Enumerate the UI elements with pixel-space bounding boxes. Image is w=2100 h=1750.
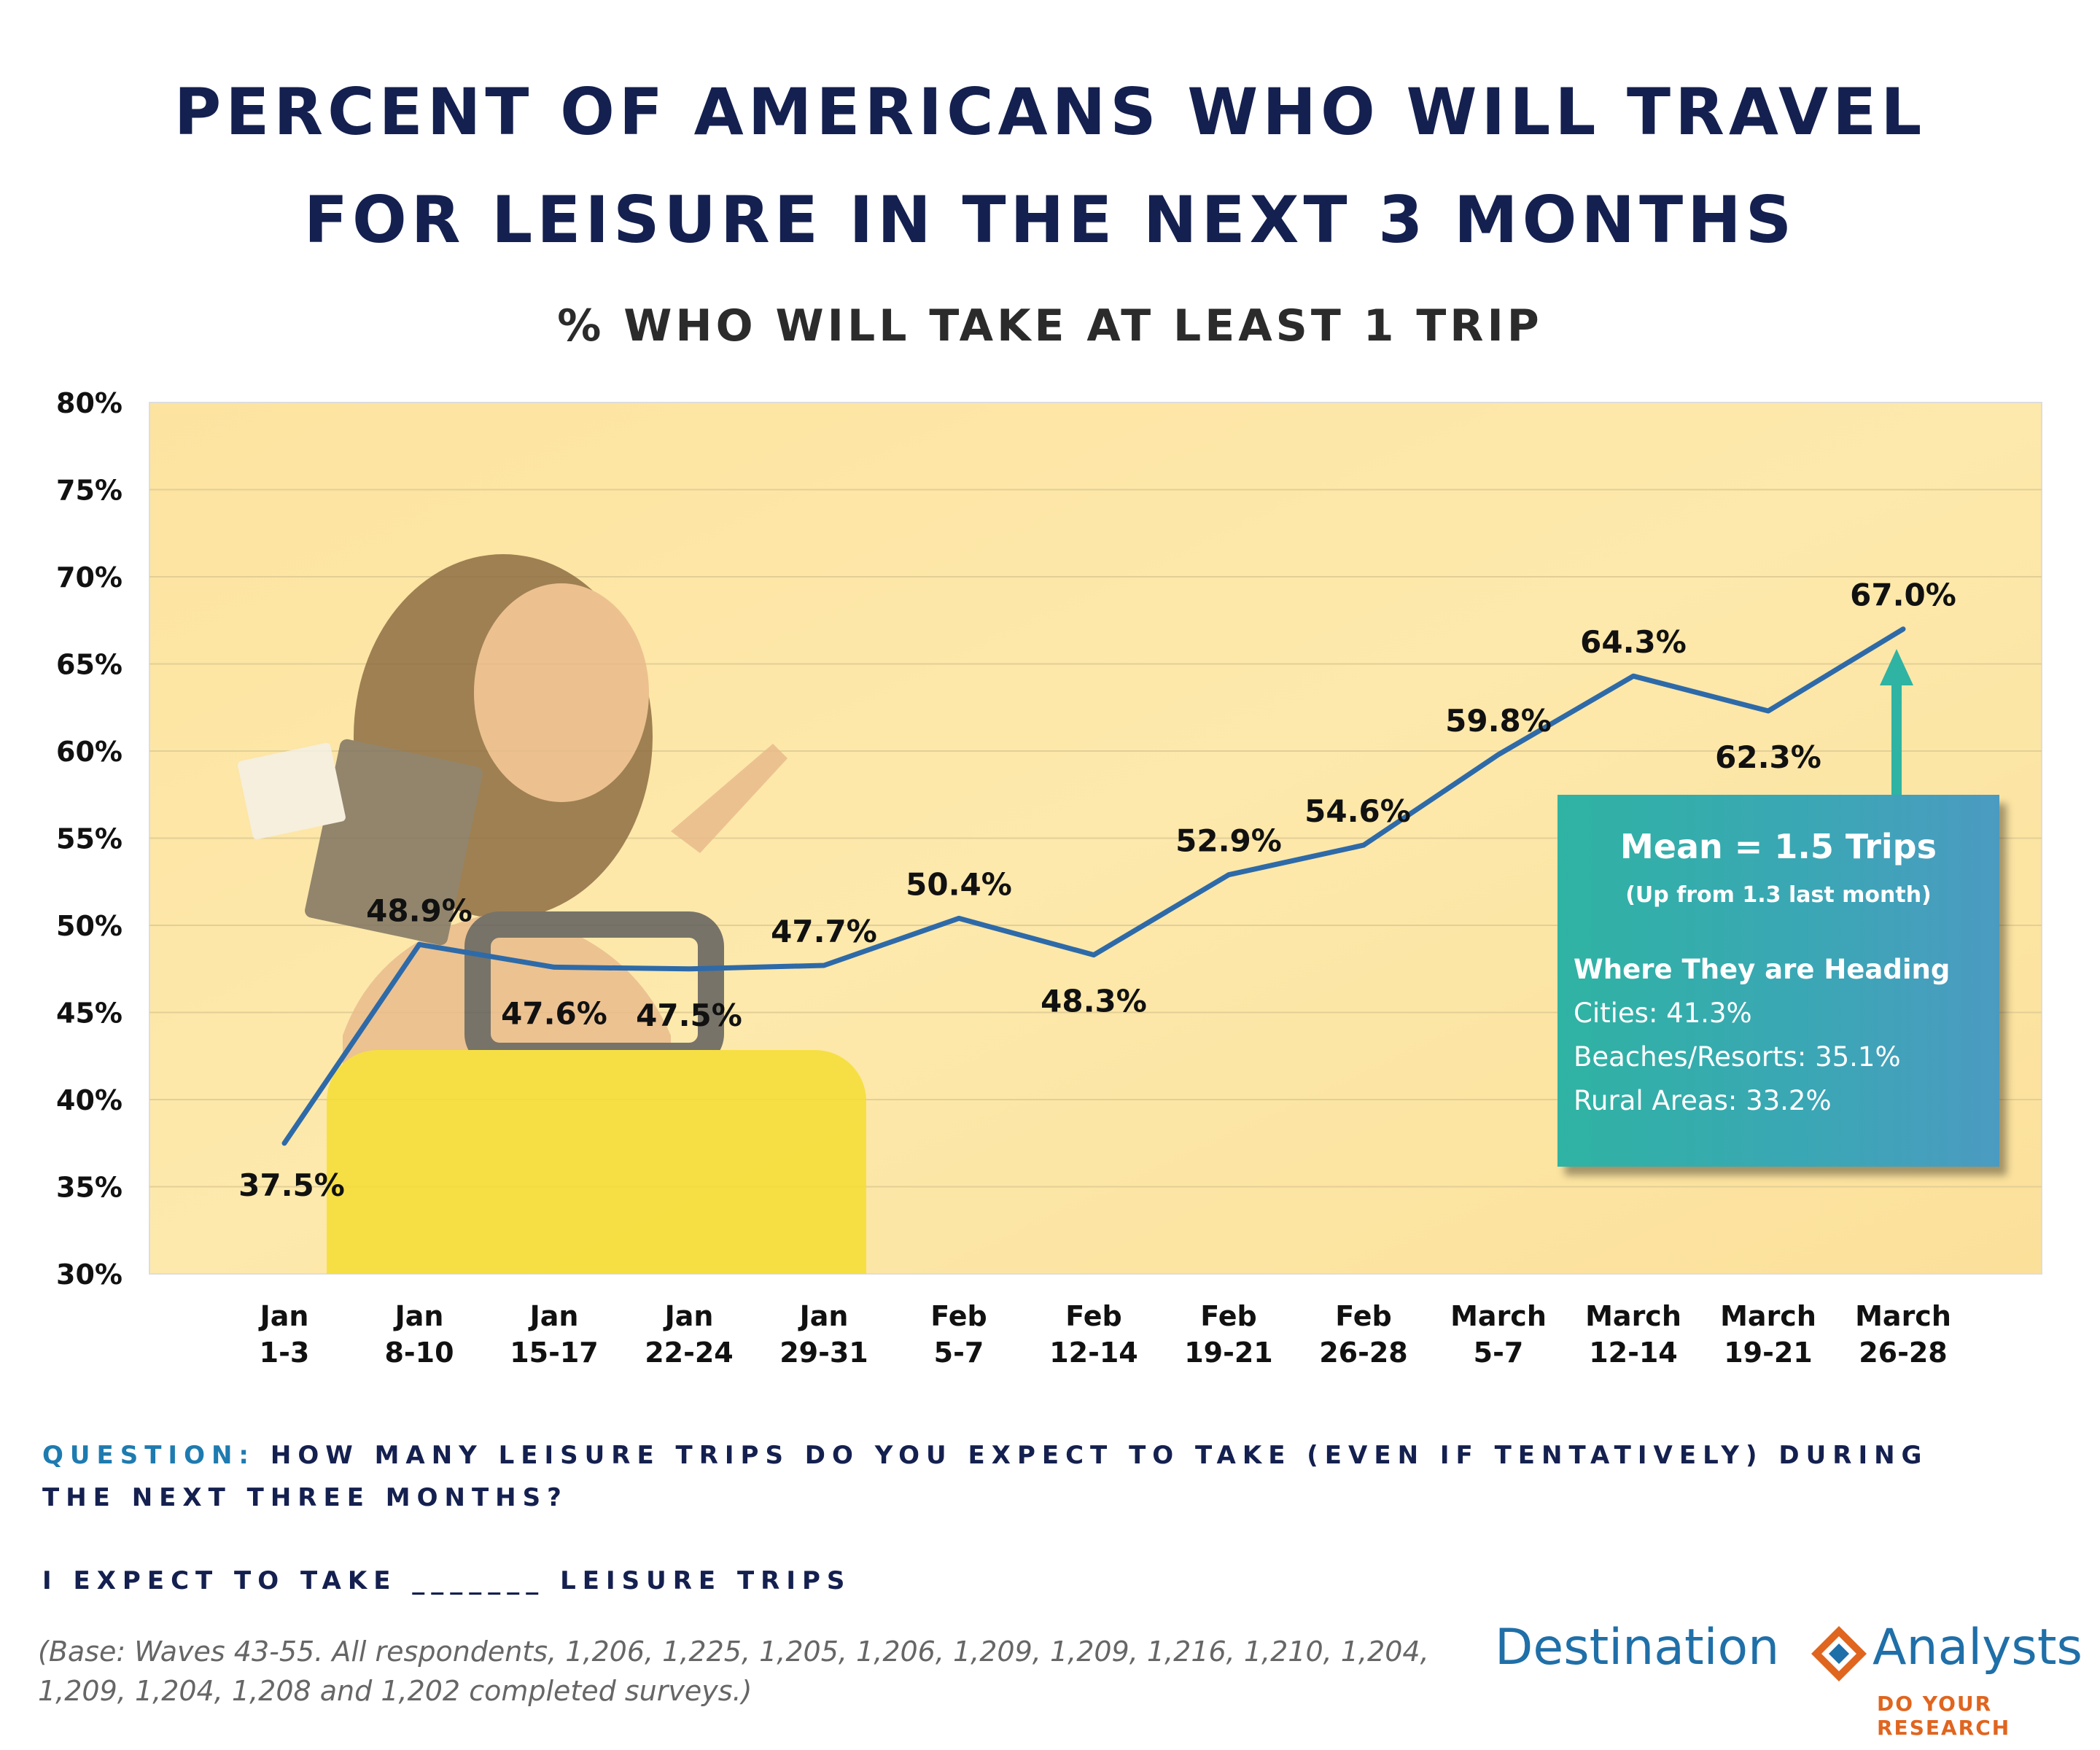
x-tick-label: 29-31 xyxy=(779,1337,868,1369)
question-lead: QUESTION: xyxy=(42,1441,256,1470)
y-tick-label: 75% xyxy=(56,475,122,507)
data-label: 67.0% xyxy=(1850,578,1956,613)
data-label: 62.3% xyxy=(1715,739,1821,775)
x-tick-label: 15-17 xyxy=(510,1337,599,1369)
suitcase-body-lower xyxy=(327,1123,866,1274)
face-shape xyxy=(474,583,649,802)
data-label: 64.3% xyxy=(1580,624,1687,660)
diamond-logo-icon xyxy=(1811,1626,1867,1681)
x-tick-label: 1-3 xyxy=(260,1337,310,1369)
destination-beaches: Beaches/Resorts: 35.1% xyxy=(1574,1041,1901,1073)
x-tick-label: Jan xyxy=(528,1300,579,1332)
x-tick-label: Jan xyxy=(393,1300,444,1332)
y-tick-label: 60% xyxy=(56,736,122,768)
chart-subtitle: % WHO WILL TAKE AT LEAST 1 TRIP xyxy=(557,300,1543,351)
x-tick-label: Jan xyxy=(258,1300,309,1332)
x-tick-label: Jan xyxy=(663,1300,714,1332)
question-text-1: HOW MANY LEISURE TRIPS DO YOU EXPECT TO … xyxy=(270,1441,1929,1470)
x-tick-label: 22-24 xyxy=(645,1337,734,1369)
x-tick-label: 19-21 xyxy=(1724,1337,1813,1369)
chart-title-line-1: PERCENT OF AMERICANS WHO WILL TRAVEL xyxy=(174,74,1926,149)
x-tick-label: March xyxy=(1855,1300,1951,1332)
destinations-heading: Where They are Heading xyxy=(1574,954,1951,985)
question-line-2: THE NEXT THREE MONTHS? xyxy=(42,1483,568,1512)
series-line xyxy=(281,626,1906,1146)
y-tick-label: 40% xyxy=(56,1084,122,1116)
ticket-shape xyxy=(238,742,346,840)
data-label: 47.7% xyxy=(771,914,877,949)
y-tick-label: 30% xyxy=(56,1259,122,1291)
chart-title-line-2: FOR LEISURE IN THE NEXT 3 MONTHS xyxy=(303,182,1797,257)
data-labels: 37.5% 48.9% 47.6% 47.5% 47.7% 50.4% 48.3% 52.9%… xyxy=(238,578,1956,1203)
destination-cities: Cities: 41.3% xyxy=(1574,998,1752,1029)
mean-trips-callout: Mean = 1.5 Trips (Up from 1.3 last month… xyxy=(1558,795,1999,1167)
data-label: 52.9% xyxy=(1175,823,1282,859)
x-tick-label: 19-21 xyxy=(1184,1337,1273,1369)
base-note: (Base: Waves 43-55. All respondents, 1,2… xyxy=(38,1636,1429,1707)
mean-trips-change: (Up from 1.3 last month) xyxy=(1625,882,1932,908)
x-tick-label: 26-28 xyxy=(1319,1337,1408,1369)
destination-rural: Rural Areas: 33.2% xyxy=(1574,1085,1832,1116)
x-tick-label: March xyxy=(1720,1300,1816,1332)
x-tick-label: Feb xyxy=(1335,1300,1391,1332)
x-tick-label: 5-7 xyxy=(934,1337,984,1369)
data-label: 48.9% xyxy=(366,892,472,928)
data-label: 47.6% xyxy=(501,995,607,1031)
destination-analysts-logo: Destination Analysts DO YOUR RESEARCH xyxy=(1495,1619,2082,1740)
logo-word-analysts: Analysts xyxy=(1872,1619,2082,1676)
data-label: 54.6% xyxy=(1304,793,1411,829)
mean-trips: Mean = 1.5 Trips xyxy=(1620,827,1937,866)
line-chart: 30% 35% 40% 45% 50% 55% 60% 65% 70% 75% 80% Jan 1-3… xyxy=(56,387,2042,1369)
x-axis: Jan 1-3 Jan 8-10 Jan 15-17 Jan 22-24 Jan 29-31 Feb… xyxy=(258,1300,1951,1369)
x-tick-label: Feb xyxy=(1200,1300,1256,1332)
y-tick-label: 65% xyxy=(56,649,122,681)
x-tick-label: 26-28 xyxy=(1859,1337,1948,1369)
y-tick-label: 45% xyxy=(56,998,122,1030)
x-tick-label: 5-7 xyxy=(1474,1337,1524,1369)
callout-arrow-shaft xyxy=(1891,682,1902,799)
y-tick-label: 80% xyxy=(56,387,122,419)
chart-title: PERCENT OF AMERICANS WHO WILL TRAVEL FOR… xyxy=(0,58,2100,274)
data-label: 50.4% xyxy=(906,866,1012,902)
data-label: 59.8% xyxy=(1445,703,1552,739)
x-tick-label: 12-14 xyxy=(1049,1337,1138,1369)
y-axis: 30% 35% 40% 45% 50% 55% 60% 65% 70% 75% 80% xyxy=(56,387,122,1291)
data-label: 48.3% xyxy=(1041,984,1147,1019)
question-line-3: I EXPECT TO TAKE _______ LEISURE TRIPS xyxy=(42,1566,852,1595)
logo-word-destination: Destination xyxy=(1495,1619,1780,1676)
logo-tagline: DO YOUR RESEARCH xyxy=(1877,1692,2011,1740)
traveler-illustration xyxy=(238,554,866,1274)
x-tick-label: Feb xyxy=(930,1300,987,1332)
data-label: 37.5% xyxy=(238,1167,345,1203)
passport-shape xyxy=(305,739,483,946)
data-label: 47.5% xyxy=(636,998,742,1033)
x-tick-label: Jan xyxy=(798,1300,849,1332)
y-tick-label: 50% xyxy=(56,910,122,942)
x-tick-label: 8-10 xyxy=(384,1337,454,1369)
question-line-1: QUESTION: HOW MANY LEISURE TRIPS DO YOU … xyxy=(42,1441,1928,1470)
x-tick-label: 12-14 xyxy=(1589,1337,1678,1369)
callout-arrow-head xyxy=(1880,649,1913,685)
y-tick-label: 70% xyxy=(56,561,122,594)
y-tick-label: 35% xyxy=(56,1172,122,1204)
y-tick-label: 55% xyxy=(56,823,122,855)
x-tick-label: March xyxy=(1450,1300,1547,1332)
x-tick-label: Feb xyxy=(1065,1300,1121,1332)
x-tick-label: March xyxy=(1585,1300,1681,1332)
pointing-hand-shape xyxy=(671,744,788,853)
